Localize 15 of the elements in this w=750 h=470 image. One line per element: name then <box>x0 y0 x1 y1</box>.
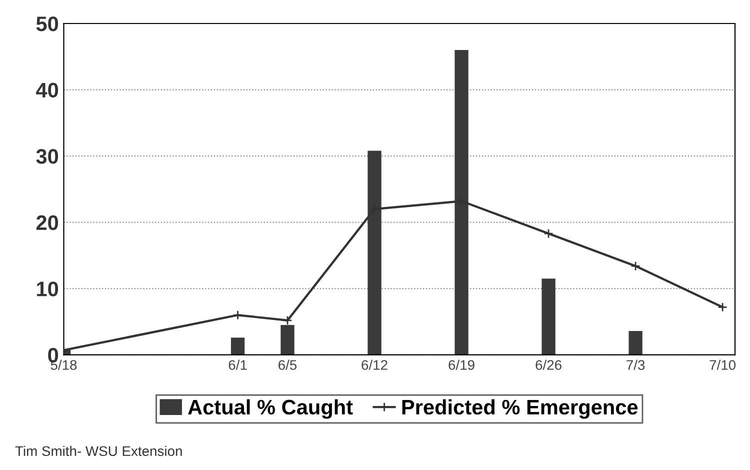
x-tick-label: 7/3 <box>626 360 645 370</box>
x-tick-label: 6/5 <box>278 360 297 370</box>
y-tick-label: 10 <box>37 282 58 296</box>
x-tick-label: 6/1 <box>228 360 247 370</box>
text: Tim Smith- WSU Extension <box>15 446 182 456</box>
x-tick-label: 7/10 <box>710 360 736 370</box>
y-tick-label: 40 <box>36 82 58 98</box>
y-tick-label: 20 <box>36 215 58 230</box>
y-tick-label: 30 <box>36 149 58 164</box>
x-tick-label: 6/12 <box>362 360 388 370</box>
x-tick-label: 6/19 <box>448 360 474 370</box>
x-tick-label: 6/26 <box>536 360 562 370</box>
y-tick-label: 50 <box>36 16 58 32</box>
legend-label: Predicted % Emergence <box>402 399 638 419</box>
legend-label: Actual % Caught <box>188 399 353 419</box>
